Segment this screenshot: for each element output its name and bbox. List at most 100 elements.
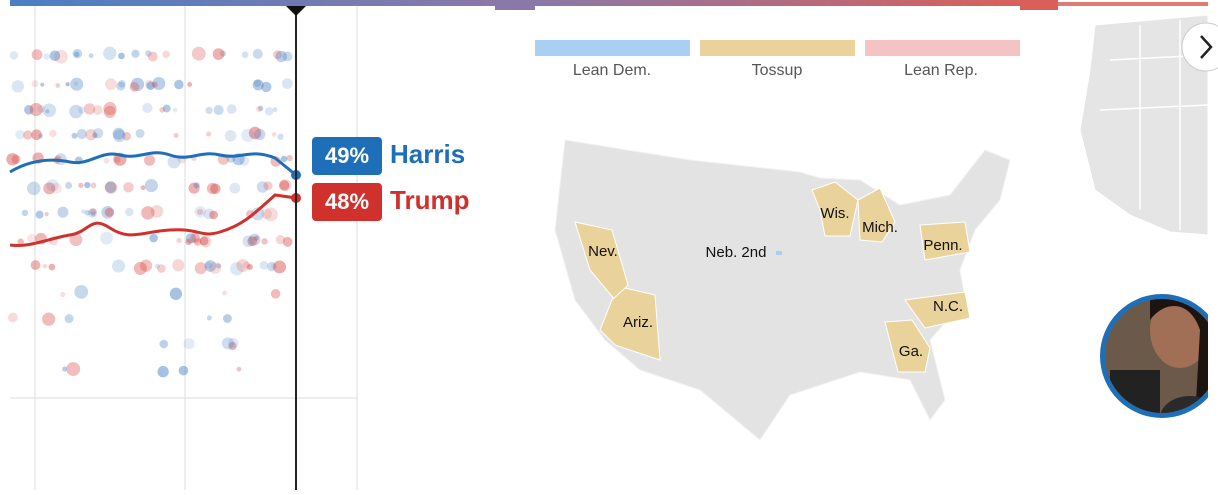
poll-dot	[22, 210, 28, 216]
legend-label: Tossup	[752, 62, 803, 79]
poll-dot	[112, 260, 125, 273]
poll-dot	[149, 234, 158, 243]
poll-dot	[173, 107, 178, 112]
poll-dot	[229, 183, 240, 194]
poll-dot	[183, 338, 194, 349]
poll-dot	[50, 50, 61, 61]
poll-dot	[227, 104, 237, 114]
poll-dot	[43, 264, 48, 269]
state-label: Wis.	[820, 205, 849, 222]
poll-dot	[118, 80, 125, 87]
poll-dot	[280, 179, 292, 191]
poll-dot	[114, 156, 121, 163]
poll-dot	[253, 49, 263, 59]
harris-pct: 49%	[325, 143, 369, 168]
legend-swatch	[700, 40, 855, 56]
poll-dot	[15, 130, 24, 139]
poll-dot	[263, 181, 272, 190]
progress-bar	[535, 0, 1020, 6]
poll-dot	[74, 52, 80, 58]
poll-dot	[85, 129, 96, 140]
poll-dot	[261, 82, 271, 92]
poll-dot	[57, 207, 68, 218]
poll-dot	[113, 128, 125, 140]
trump-name: Trump	[390, 185, 469, 215]
poll-dot	[141, 185, 146, 190]
poll-dot	[74, 285, 88, 299]
state-label: Mich.	[862, 219, 898, 236]
poll-dot	[159, 107, 165, 113]
poll-dot	[85, 210, 91, 216]
poll-dot	[40, 83, 44, 87]
poll-dot	[155, 264, 160, 269]
poll-dot	[49, 130, 56, 137]
poll-dot	[282, 52, 292, 62]
poll-dot	[44, 212, 48, 216]
poll-dot	[261, 238, 268, 245]
poll-dot	[140, 260, 152, 272]
poll-dot	[144, 155, 155, 166]
poll-dot	[72, 133, 78, 139]
poll-dot	[118, 53, 125, 60]
poll-dot	[200, 236, 211, 247]
poll-dot	[228, 338, 238, 348]
state-label: Penn.	[923, 237, 962, 254]
legend-swatch	[535, 40, 690, 56]
poll-dot	[66, 82, 70, 86]
poll-dot	[207, 315, 212, 320]
poll-dot	[89, 53, 94, 58]
poll-dot	[104, 158, 110, 164]
poll-dot	[100, 232, 113, 245]
poll-dot	[69, 105, 82, 118]
poll-dot	[65, 182, 72, 189]
poll-dot	[194, 182, 200, 188]
legend-swatch	[865, 40, 1020, 56]
poll-dot	[223, 314, 232, 323]
poll-dot	[197, 209, 203, 215]
poll-dot	[176, 238, 181, 243]
poll-dot	[66, 362, 80, 376]
poll-dot	[170, 288, 182, 300]
poll-dot	[142, 103, 152, 113]
poll-dot	[282, 78, 293, 89]
poll-dot	[60, 292, 65, 297]
poll-dot	[84, 182, 90, 188]
poll-dot	[70, 78, 83, 91]
poll-dot	[42, 104, 56, 118]
legend-label: Lean Rep.	[904, 62, 978, 79]
poll-chart: 49% Harris 48% Trump	[6, 6, 469, 490]
poll-dot	[123, 182, 133, 192]
poll-dot	[174, 133, 179, 138]
poll-dot	[159, 340, 168, 349]
poll-dot	[243, 235, 255, 247]
poll-dot	[213, 48, 225, 60]
poll-dot	[136, 129, 145, 138]
harris-name: Harris	[390, 139, 465, 169]
poll-dot	[225, 130, 237, 142]
poll-dot	[209, 211, 218, 220]
state-label: N.C.	[933, 298, 963, 315]
poll-dot	[125, 208, 133, 216]
state-shape	[776, 251, 782, 255]
today-marker	[286, 6, 306, 16]
poll-dot	[32, 80, 39, 87]
poll-dot	[222, 291, 227, 296]
poll-dot	[46, 179, 58, 191]
poll-dot	[254, 129, 265, 140]
progress-bar	[1020, 0, 1058, 10]
poll-dot	[273, 107, 278, 112]
poll-dot	[8, 313, 18, 323]
poll-dot	[210, 184, 220, 194]
poll-dot	[265, 107, 273, 115]
poll-dot	[104, 106, 116, 118]
poll-dot	[30, 103, 43, 116]
poll-dot	[27, 234, 36, 243]
poll-dot	[27, 182, 41, 196]
carousel: 49% Harris 48% Trump Lean Dem. Tossup Le…	[0, 0, 1218, 490]
poll-dot	[205, 262, 212, 269]
progress-bar	[10, 0, 495, 6]
poll-dot	[187, 82, 192, 87]
poll-dot	[271, 289, 281, 299]
poll-dot	[91, 183, 97, 189]
state-label: Neb. 2nd	[706, 244, 767, 261]
